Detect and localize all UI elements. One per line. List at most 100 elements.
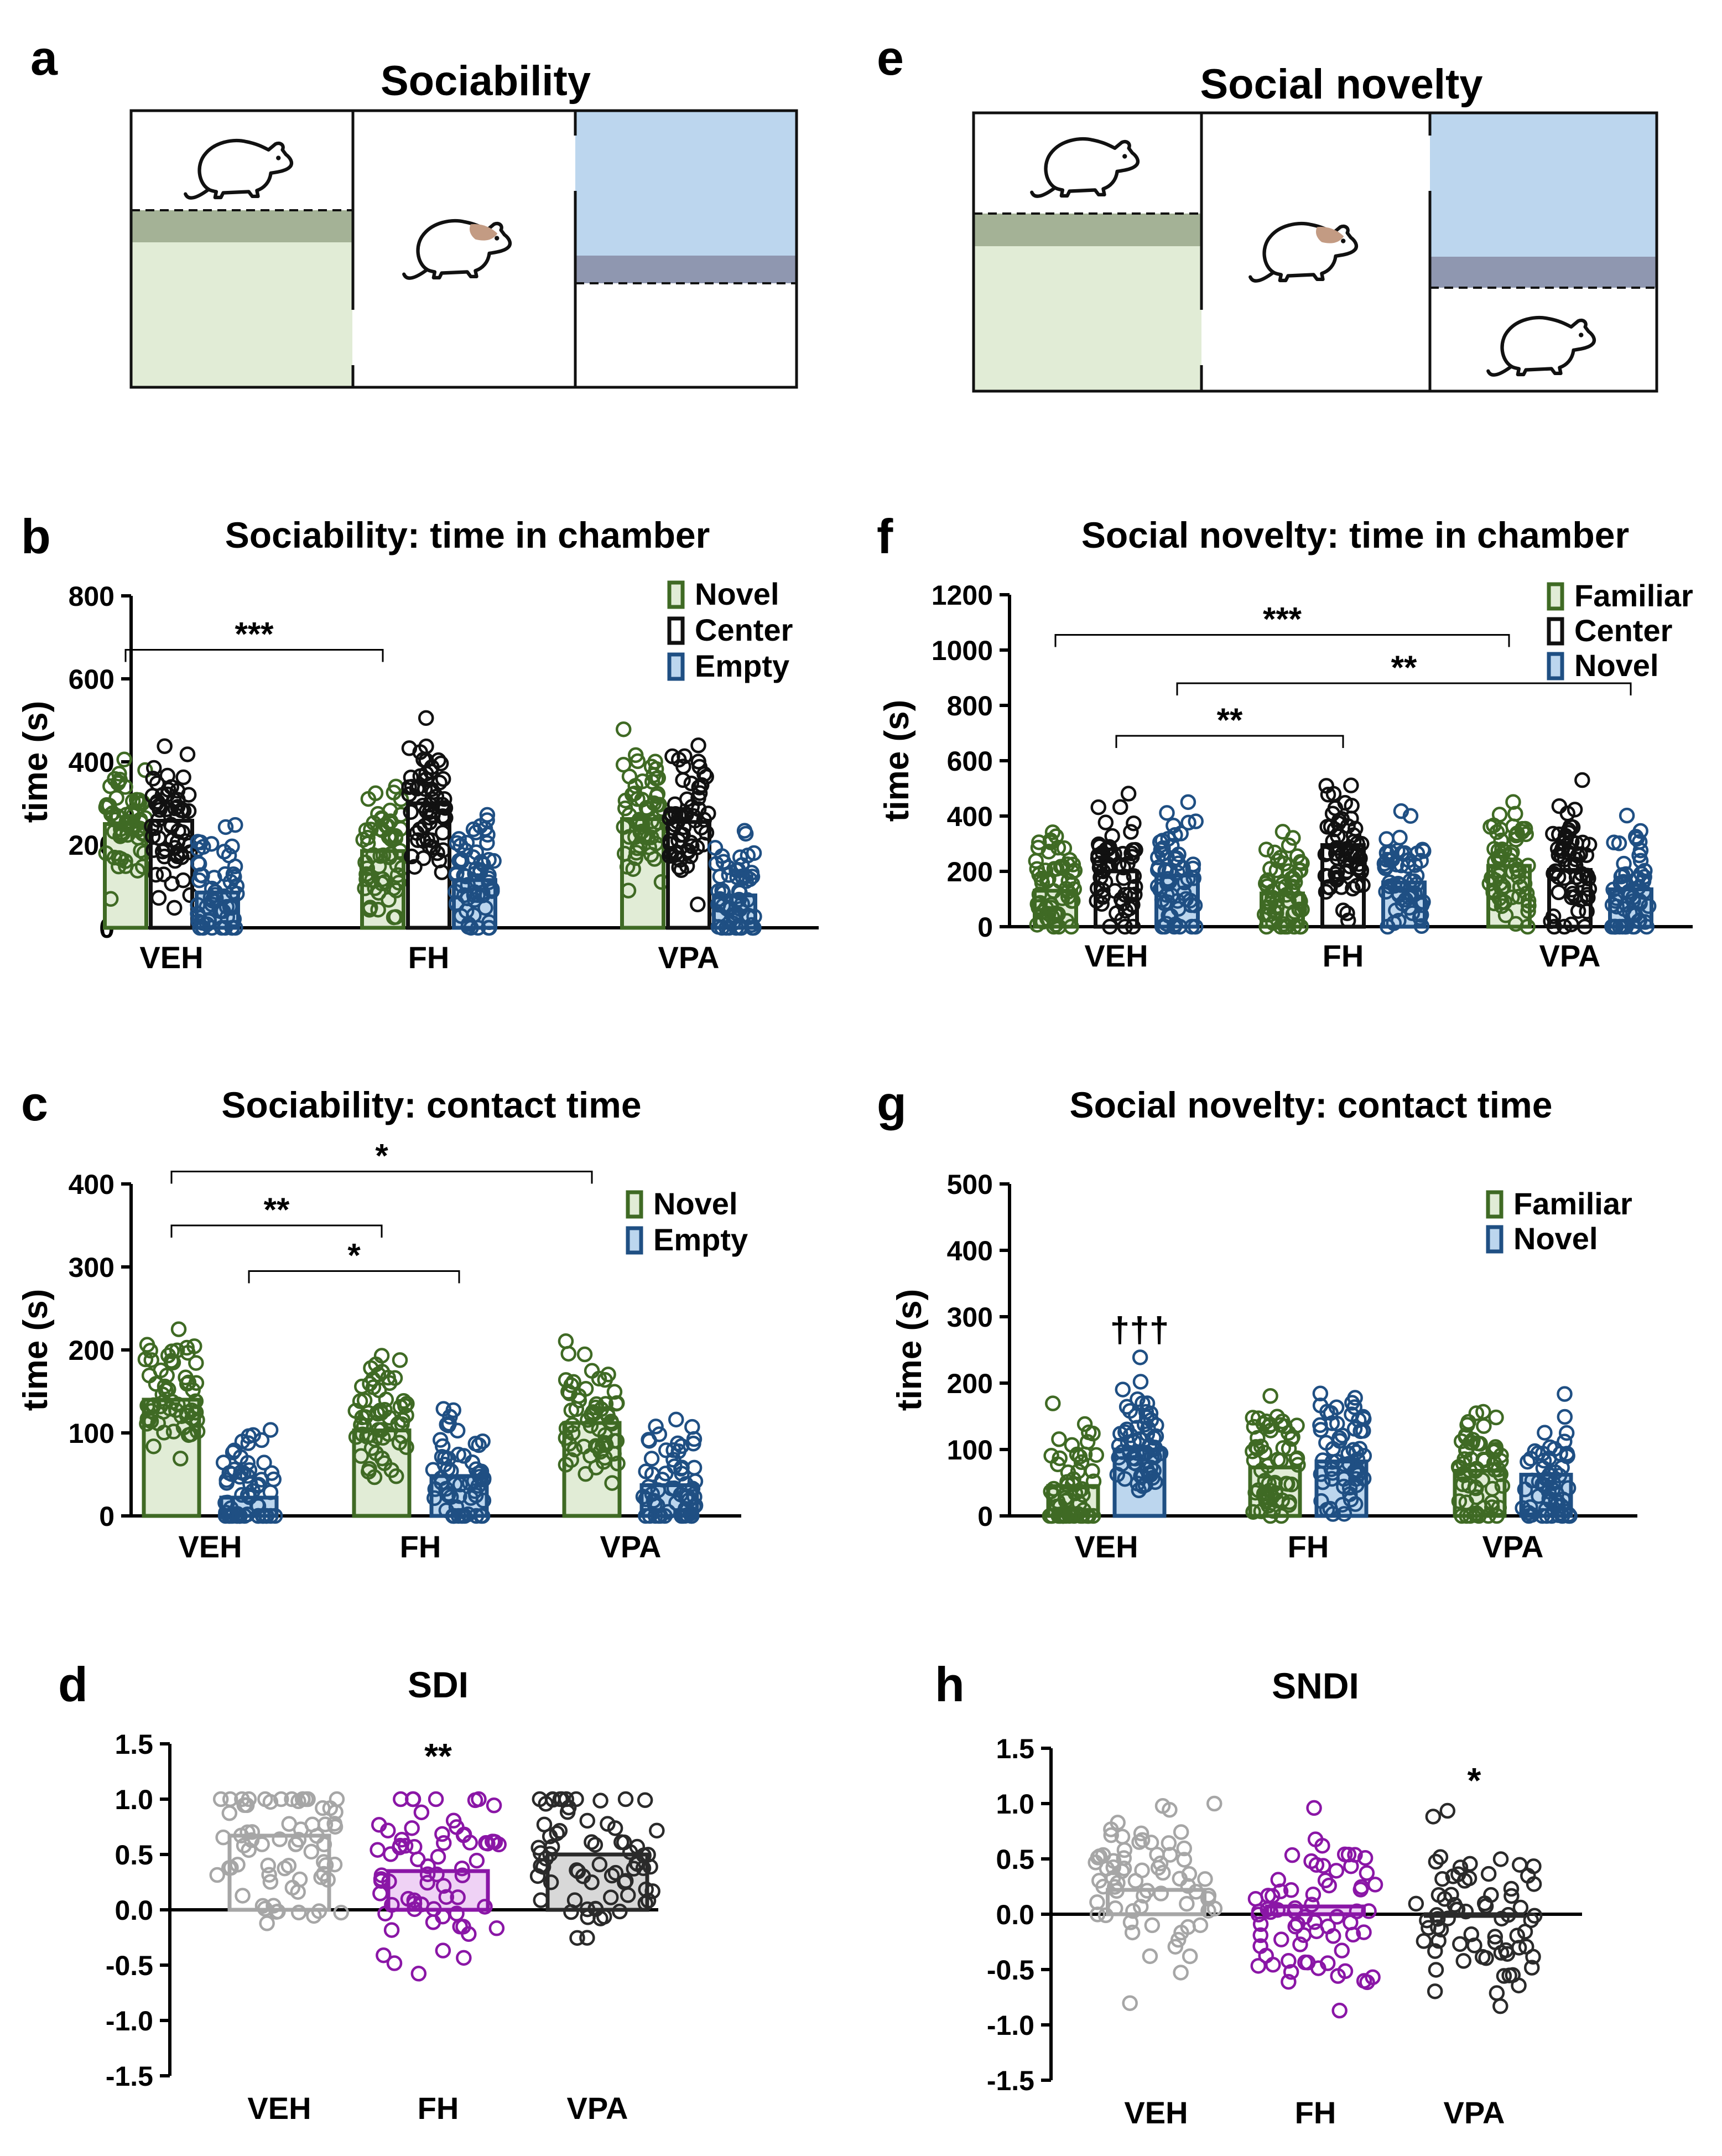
data-point [472, 818, 488, 834]
data-point [243, 1832, 260, 1848]
data-point [179, 746, 196, 762]
data-point [388, 909, 404, 925]
data-point [1256, 906, 1273, 923]
data-point [1159, 871, 1176, 887]
data-point [295, 1791, 311, 1807]
data-point [1245, 1410, 1261, 1426]
data-point [1408, 1895, 1424, 1912]
panel-letter-c: c [21, 1076, 48, 1131]
data-point [1114, 1828, 1131, 1845]
data-point [1551, 798, 1568, 814]
data-point [1421, 1920, 1437, 1936]
data-point [1109, 1467, 1126, 1483]
data-point [370, 1842, 386, 1858]
data-point [1039, 911, 1055, 927]
data-point [455, 1827, 472, 1843]
data-point [1273, 1931, 1289, 1947]
data-point [1416, 1933, 1432, 1949]
data-point [1324, 1471, 1340, 1487]
data-point [473, 1508, 490, 1524]
data-point [1526, 1858, 1542, 1874]
data-point [355, 832, 371, 848]
data-point [368, 1356, 384, 1373]
data-point [1200, 1903, 1216, 1919]
data-point [383, 1462, 399, 1478]
data-point [460, 877, 476, 893]
data-point [452, 1477, 469, 1493]
data-point [1520, 893, 1537, 909]
data-point [1476, 1418, 1492, 1434]
data-point [435, 1401, 452, 1417]
data-point [137, 1351, 154, 1368]
data-point [1123, 845, 1140, 861]
data-point [1075, 1487, 1091, 1503]
data-point [1180, 794, 1196, 811]
y-tick-label: 1000 [932, 635, 993, 666]
data-point [1632, 895, 1648, 911]
data-point [167, 800, 183, 817]
data-point [1558, 1425, 1575, 1441]
data-point [1406, 873, 1422, 889]
data-point [1133, 1825, 1149, 1842]
data-point [1352, 850, 1368, 866]
data-point [322, 1800, 339, 1816]
data-point [1125, 918, 1141, 935]
data-point [1462, 1508, 1478, 1524]
data-point [262, 1874, 279, 1890]
data-point [600, 1367, 616, 1383]
data-point [393, 791, 409, 807]
y-axis-label: time (s) [17, 1289, 55, 1411]
data-point [1494, 898, 1510, 914]
data-point [1289, 1417, 1305, 1433]
data-point [422, 814, 438, 830]
data-point [372, 1885, 388, 1902]
data-point [1088, 1447, 1105, 1463]
y-tick-label: 1.5 [115, 1729, 153, 1760]
data-point [222, 874, 239, 890]
data-point [1504, 1888, 1520, 1904]
data-point [1526, 1908, 1543, 1924]
data-point [165, 1354, 181, 1370]
data-point [353, 1448, 370, 1464]
data-point [560, 1345, 576, 1362]
y-tick-label: 1200 [932, 580, 993, 611]
data-point [604, 1867, 620, 1884]
data-point [1489, 1985, 1505, 2001]
data-point [258, 1508, 274, 1524]
data-point [103, 806, 119, 823]
data-point [267, 1508, 283, 1524]
data-point [1546, 918, 1562, 935]
data-point [620, 882, 637, 898]
data-point [435, 842, 451, 858]
data-point [569, 1862, 585, 1878]
data-point [1518, 1939, 1534, 1955]
data-point [478, 1835, 494, 1851]
legend-swatch [667, 580, 685, 609]
data-point [1143, 1448, 1160, 1465]
data-point [1319, 845, 1335, 861]
data-point [1345, 827, 1362, 843]
data-point [147, 820, 163, 837]
data-point [236, 1797, 252, 1814]
data-point [194, 867, 210, 884]
data-point [1573, 892, 1589, 908]
significance-label: ** [1391, 649, 1417, 686]
data-point [587, 1399, 604, 1416]
significance-label: *** [1263, 601, 1302, 638]
chart-f: Social novelty: time in chamber time (s) 0… [878, 515, 1693, 973]
data-point [150, 812, 167, 828]
data-point [1103, 1827, 1119, 1843]
data-point [1568, 858, 1584, 874]
data-point [1507, 857, 1524, 873]
data-point [1091, 1873, 1107, 1889]
data-point [592, 1793, 608, 1809]
data-point [428, 1791, 444, 1807]
data-point [1340, 912, 1356, 929]
data-point [488, 1920, 505, 1936]
data-point [529, 1868, 546, 1884]
significance-label: ** [264, 1191, 290, 1228]
data-point [467, 1792, 483, 1809]
data-point [560, 1799, 577, 1816]
data-point [422, 809, 438, 826]
data-point [158, 1382, 174, 1399]
